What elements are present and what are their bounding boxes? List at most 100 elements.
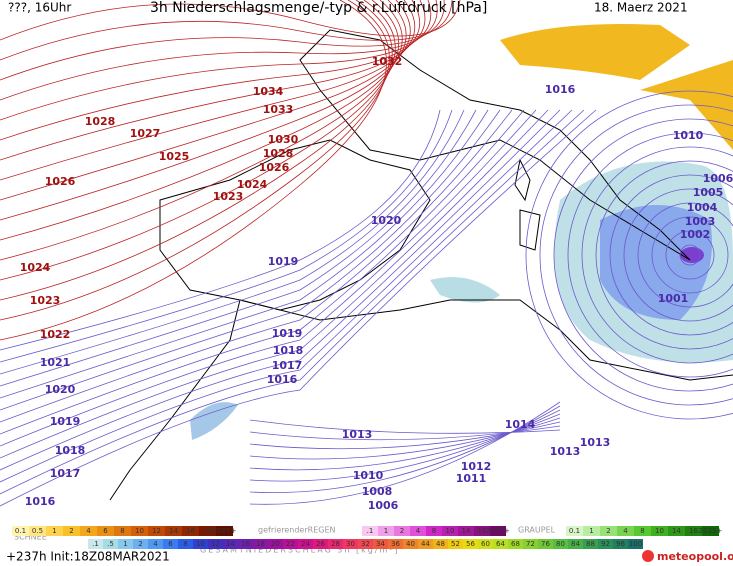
- isobar-label: 1002: [680, 228, 711, 241]
- legend-swatch: [442, 526, 458, 536]
- legend-tick: .1: [92, 540, 99, 548]
- legend-swatch: [63, 526, 80, 536]
- isobar-label: 1026: [45, 175, 76, 188]
- isobar-label: 1003: [685, 215, 716, 228]
- legend-swatch: [373, 539, 388, 549]
- isobar-line: [249, 401, 561, 505]
- isobar-line: [249, 417, 561, 460]
- legend-swatch: [553, 539, 568, 549]
- isobar-line: [0, 0, 445, 81]
- isobar-line: [679, 244, 701, 266]
- isobar-label: 1024: [237, 178, 268, 191]
- legend-swatch: [685, 526, 702, 536]
- isobar-line: [0, 0, 421, 161]
- legend-tick: 14: [226, 540, 235, 548]
- legend-swatch: [148, 539, 163, 549]
- legend-swatch: [523, 539, 538, 549]
- legend-swatch: [114, 526, 131, 536]
- isobar-label: 1011: [456, 472, 487, 485]
- header-left: ???, 16Uhr: [8, 1, 71, 15]
- isobar-line: [0, 109, 453, 363]
- brand: meteopool.org: [657, 550, 733, 563]
- isobar-line: [0, 0, 411, 201]
- legend-swatch: [328, 539, 343, 549]
- legend-tick: 10: [135, 527, 144, 535]
- legend-tick: 48: [436, 540, 445, 548]
- legend-swatch: [178, 539, 193, 549]
- isobar-line: [0, 109, 561, 471]
- isobar-label: 1018: [273, 344, 304, 357]
- legend-tick: 84: [571, 540, 580, 548]
- legend-tick: 0.1: [15, 527, 26, 535]
- isobar-line: [525, 90, 733, 420]
- legend-tick: 14: [672, 527, 681, 535]
- isobar-label: 1030: [268, 133, 299, 146]
- legend-swatch: [538, 539, 553, 549]
- legend-tick: 18: [256, 540, 265, 548]
- legend-swatch: [448, 539, 463, 549]
- legend-swatch: [358, 539, 373, 549]
- isobar-label: 1006: [703, 172, 733, 185]
- brand-logo: [642, 550, 654, 562]
- isobar-label: 1019: [272, 327, 303, 340]
- isobar-label: 1023: [30, 294, 61, 307]
- legend-swatch: [617, 526, 634, 536]
- legend-swatch: [199, 526, 216, 536]
- isobar-line: [651, 216, 729, 294]
- isobar-line: [0, 0, 438, 101]
- isobar-line: [0, 0, 453, 61]
- legend-swatch: [362, 526, 378, 536]
- legend-tick: 2025+: [213, 527, 237, 535]
- legend-tick: 2: [138, 540, 142, 548]
- legend-tick: 16: [478, 527, 487, 535]
- legend-tick: 10: [196, 540, 205, 548]
- legend-swatch: [165, 526, 182, 536]
- legend-tick: 14: [169, 527, 178, 535]
- isobar-line: [249, 421, 561, 450]
- legend-tick: 8: [120, 527, 124, 535]
- isobar-label: 1033: [263, 103, 294, 116]
- isobar-line: [0, 109, 513, 423]
- legend-swatch: [583, 526, 600, 536]
- legend-tick: 52: [451, 540, 460, 548]
- legend-tick: 16: [241, 540, 250, 548]
- legend-tick: 30: [346, 540, 355, 548]
- isobar-label: 1024: [20, 261, 51, 274]
- legend-tick: 1: [589, 527, 593, 535]
- isobar-label: 1017: [272, 359, 303, 372]
- coastline: [514, 158, 541, 251]
- header-date: 18. Maerz 2021: [594, 1, 688, 15]
- isobar-label: 1004: [687, 201, 718, 214]
- isobar-label: 1016: [267, 373, 298, 386]
- isobar-label: 1020: [371, 214, 402, 227]
- legend-label: GRAUPEL: [518, 526, 556, 535]
- legend-swatch: [568, 539, 583, 549]
- legend-swatch: [46, 526, 63, 536]
- isobar-line: [0, 0, 396, 281]
- legend-tick: 2: [69, 527, 73, 535]
- legend-swatch: [283, 539, 298, 549]
- legend-swatch: [298, 539, 313, 549]
- legend-swatch: [223, 539, 238, 549]
- isobar-label: 1010: [353, 469, 384, 482]
- legend-tick: 76: [541, 540, 550, 548]
- legend-tick: 80: [556, 540, 565, 548]
- legend-swatch: [131, 526, 148, 536]
- isobar-line: [567, 132, 733, 378]
- header-title: 3h Niederschlagsmenge/-typ & r.Luftdruck…: [150, 0, 487, 16]
- legend-tick: 2025+: [699, 527, 723, 535]
- legend-swatch: [182, 526, 199, 536]
- legend-swatch: [29, 526, 46, 536]
- legend-swatch: [378, 526, 394, 536]
- legend-tick: 1: [123, 540, 127, 548]
- isobar-label: 1014: [505, 418, 536, 431]
- legend-tick: .1: [367, 527, 374, 535]
- isobar-line: [0, 109, 525, 435]
- legend-tick: 2: [400, 527, 404, 535]
- legend-swatch: [118, 539, 133, 549]
- legend-swatch: [388, 539, 403, 549]
- legend-swatch: [253, 539, 268, 549]
- coastline: [159, 139, 431, 311]
- legend-swatch: [628, 539, 643, 549]
- legend-tick: 24: [301, 540, 310, 548]
